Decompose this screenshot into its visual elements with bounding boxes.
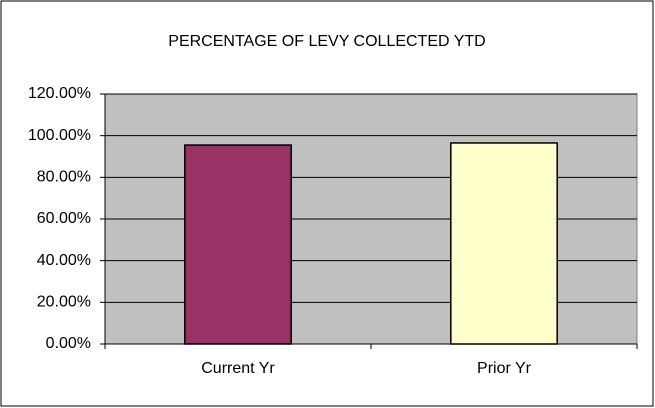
y-tick-label: 0.00% — [46, 335, 91, 352]
y-tick-label: 20.00% — [37, 294, 91, 311]
bar — [184, 144, 292, 345]
x-tick-label: Current Yr — [201, 360, 275, 377]
x-tick-label: Prior Yr — [477, 360, 532, 377]
chart-title: PERCENTAGE OF LEVY COLLECTED YTD — [168, 33, 485, 50]
y-tick-label: 80.00% — [37, 169, 91, 186]
y-tick-label: 40.00% — [37, 252, 91, 269]
y-tick-label: 60.00% — [37, 210, 91, 227]
bar — [450, 142, 558, 345]
y-tick-label: 100.00% — [28, 127, 91, 144]
y-tick-label: 120.00% — [28, 85, 91, 102]
